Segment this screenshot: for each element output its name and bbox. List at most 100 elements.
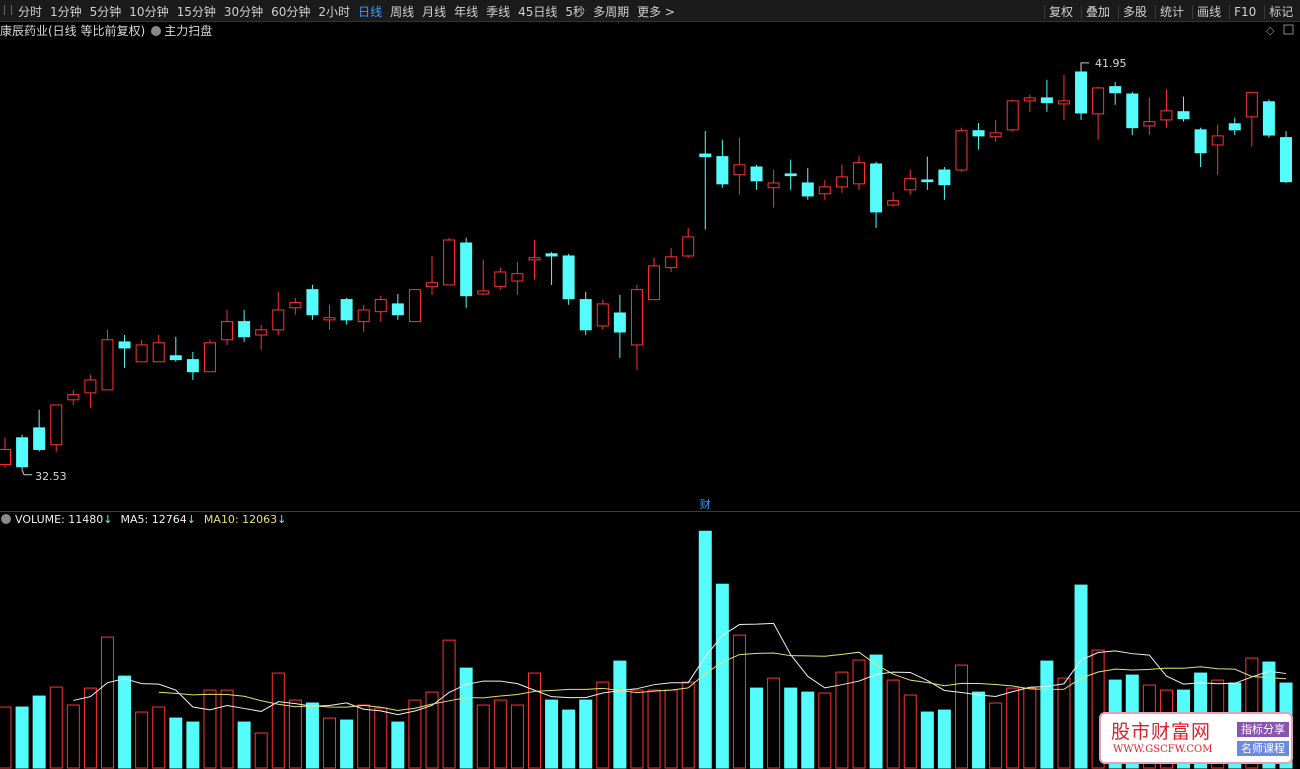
period-tab[interactable]: 分时: [18, 5, 43, 19]
candle-body: [784, 173, 797, 177]
candle-body: [169, 355, 182, 361]
volume-bar: [698, 530, 712, 769]
period-tab[interactable]: 5秒: [565, 5, 586, 19]
tool-button[interactable]: 叠加: [1081, 5, 1111, 19]
readout-arrow: ↓: [186, 513, 196, 526]
volume-bar: [100, 636, 114, 769]
volume-bar: [767, 677, 781, 769]
candle-body: [426, 282, 438, 288]
icon: [1283, 24, 1294, 35]
volume-bar: [1057, 677, 1071, 769]
readout-name: VOLUME: [15, 513, 68, 526]
tool-button[interactable]: 复权: [1044, 5, 1074, 19]
candle-body: [1092, 87, 1105, 115]
volume-bar: [459, 667, 473, 769]
candle-body: [1109, 86, 1122, 94]
volume-bar: [579, 699, 593, 769]
volume-bar: [903, 694, 917, 769]
candle-body: [323, 317, 336, 321]
candle-body: [818, 186, 831, 195]
candle-body: [938, 169, 951, 186]
candle-body: [255, 329, 268, 336]
candle-body: [1040, 97, 1053, 104]
candle-body: [1177, 111, 1190, 120]
tool-button[interactable]: 多股: [1118, 5, 1148, 19]
candle-body: [443, 239, 456, 286]
candle-body: [340, 299, 353, 321]
volume-bar: [681, 681, 695, 769]
candle-body: [682, 236, 695, 257]
marker-line: [1080, 62, 1090, 69]
volume-bar: [49, 686, 63, 769]
readout-value: 12764: [151, 513, 187, 526]
volume-bar: [852, 659, 866, 769]
volume-bar: [135, 711, 149, 769]
candle-body: [921, 179, 934, 183]
volume-bar: [83, 687, 97, 769]
volume-bar: [664, 689, 678, 769]
readout-name: MA5: [120, 513, 151, 526]
volume-bar: [954, 664, 968, 769]
watermark: 股市财富网 WWW.GSCFW.COM 指标分享 名师课程: [1099, 712, 1293, 764]
period-tab[interactable]: 多周期: [593, 5, 630, 19]
period-tab[interactable]: 季线: [486, 5, 511, 19]
volume-bar: [32, 695, 46, 769]
readout-name: MA10: [204, 513, 242, 526]
volume-bar: [186, 721, 200, 769]
period-tab[interactable]: 1分钟: [50, 5, 82, 19]
indicator-button[interactable]: 主力扫盘: [164, 24, 213, 38]
period-tab[interactable]: 日线: [358, 5, 383, 19]
volume-bar: [972, 691, 986, 769]
candle-body: [579, 299, 592, 331]
candle-body: [1075, 71, 1088, 114]
period-tab[interactable]: 2小时: [318, 5, 351, 19]
period-tab[interactable]: 60分钟: [271, 5, 311, 19]
candle-body: [494, 271, 507, 288]
chart-info: 康辰药业(日线 等比前复权) 主力扫盘: [0, 22, 212, 39]
period-tab[interactable]: 月线: [422, 5, 447, 19]
readout-value: 11480: [68, 513, 104, 526]
volume-bar: [784, 687, 798, 769]
volume-bar: [510, 704, 524, 769]
tool-button[interactable]: F10: [1229, 5, 1257, 19]
annotation: 财: [700, 497, 711, 511]
candle-body: [1228, 123, 1241, 131]
candle-body: [152, 342, 165, 363]
period-tab[interactable]: 10分钟: [129, 5, 169, 19]
icon: [151, 26, 162, 36]
low-marker: 32.53: [35, 470, 67, 483]
period-tab[interactable]: 周线: [390, 5, 415, 19]
period-tab[interactable]: 更多 >: [637, 5, 675, 19]
period-tab[interactable]: 15分钟: [176, 5, 216, 19]
volume-bar: [391, 721, 405, 769]
candle-body: [186, 359, 199, 373]
volume-bar: [613, 660, 627, 769]
candle-body: [972, 130, 985, 137]
period-tab[interactable]: 30分钟: [223, 5, 264, 19]
volume-bar: [545, 699, 559, 769]
volume-bar: [647, 689, 661, 769]
candle-body: [1280, 137, 1292, 183]
candle-body: [545, 253, 558, 257]
tool-button[interactable]: 统计: [1155, 5, 1185, 19]
toolbar: 分时 1分钟 5分钟 10分钟 15分钟 30分钟 60分钟 2小时 日线 周线 月线 年线 季线 45日…: [0, 0, 1300, 22]
candle-body: [887, 200, 900, 206]
period-tab[interactable]: 5分钟: [89, 5, 122, 19]
candle-body: [272, 309, 285, 331]
volume-bar: [152, 706, 166, 769]
candle-body: [1126, 93, 1139, 129]
candle-body: [306, 289, 319, 316]
volume-bar: [203, 689, 217, 769]
readout-arrow: ↓: [103, 513, 113, 526]
period-tab[interactable]: 年线: [454, 5, 479, 19]
candle-body: [391, 303, 404, 316]
readout-arrow: ↓: [277, 513, 287, 526]
volume-bar: [750, 687, 764, 769]
candle-body: [374, 299, 387, 313]
period-tab[interactable]: 45日线: [518, 5, 558, 19]
volume-bar: [476, 704, 490, 769]
candle-body: [1143, 121, 1156, 127]
tool-button[interactable]: 画线: [1192, 5, 1222, 19]
tool-button[interactable]: 标记: [1264, 5, 1294, 19]
